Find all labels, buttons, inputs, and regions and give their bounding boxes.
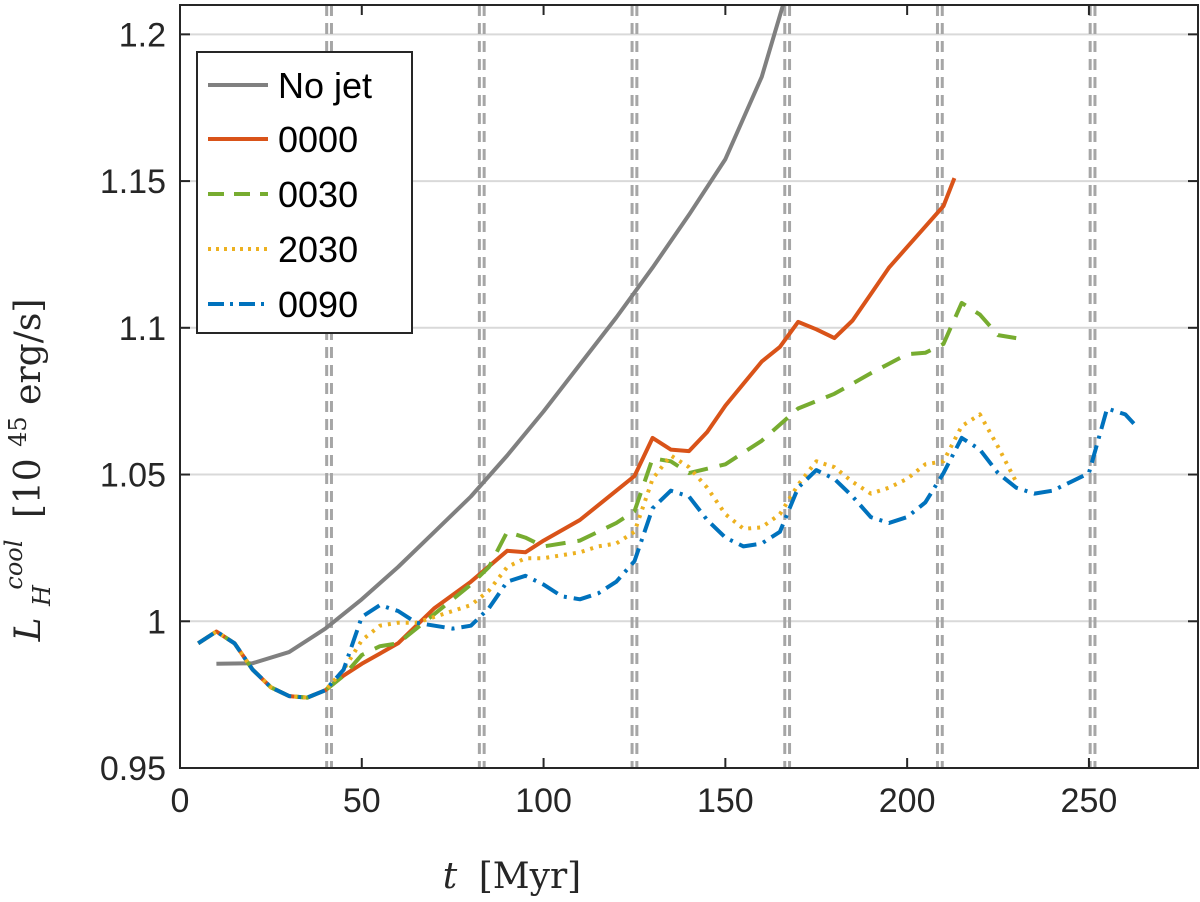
x-axis-variable: t [443,856,458,897]
legend-item-0090: 0090 [208,284,358,325]
x-axis-unit: [Myr] [479,856,582,897]
x-tick-label: 0 [171,782,190,820]
legend: No jet 0000 0030 2030 0090 [196,51,413,334]
series-line-2030 [197,412,1018,700]
y-tick-label: 1.15 [100,163,166,201]
y-tick-label: 0.95 [100,750,166,788]
x-tick-label: 250 [1061,782,1118,820]
legend-box [196,51,413,334]
legend-label-2030: 2030 [278,229,358,270]
y-axis-subscript: H [28,584,56,607]
axes-box [179,4,1199,769]
legend-item-0030: 0030 [208,174,358,215]
series-line-0090 [197,406,1138,700]
y-tick-label: 1.05 [100,457,166,495]
axes: 0 50 100 150 200 250 0.95 1 1.05 1.1 1.15 1.2 [100,4,1199,820]
y-axis-unit-suffix: erg/s] [8,299,49,405]
legend-label-0000: 0000 [278,119,358,160]
series-line-no-jet [216,5,786,666]
y-axis-label: L H cool [10 45 erg/s] [0,299,59,643]
reference-lines [325,5,1097,768]
x-tick-label: 200 [879,782,936,820]
y-axis-superscript: cool [0,540,28,590]
legend-item-no-jet: No jet [208,65,372,106]
y-tick-label: 1.2 [119,16,166,54]
x-axis-label: t [Myr] [443,856,581,897]
legend-label-0090: 0090 [278,284,358,325]
x-tick-label: 50 [343,782,381,820]
y-axis-unit-prefix: [10 [8,458,49,518]
y-tick-label: 1.1 [119,310,166,348]
legend-item-2030: 2030 [208,229,358,270]
x-tick-label: 150 [697,782,754,820]
series-group [197,5,1138,700]
y-axis-unit-exponent: 45 [4,416,32,447]
legend-item-0000: 0000 [208,119,358,160]
x-tick-label: 100 [515,782,572,820]
legend-label-no-jet: No jet [278,65,372,106]
y-tick-label: 1 [147,603,166,641]
y-axis-variable: L [8,617,49,642]
legend-label-0030: 0030 [278,174,358,215]
